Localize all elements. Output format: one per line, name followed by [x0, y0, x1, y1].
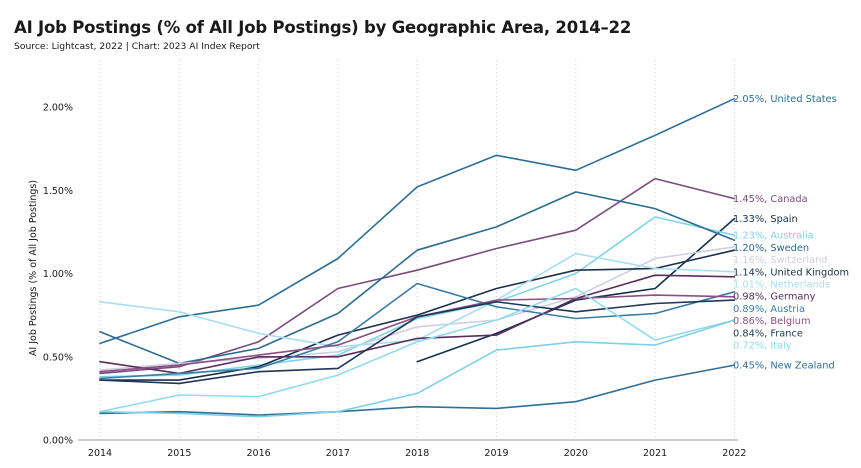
series-line-unlabeled — [99, 319, 736, 418]
x-tick-label: 2016 — [247, 448, 271, 459]
series-end-label: 1.23%, Australia — [733, 231, 814, 242]
series-lines — [99, 97, 736, 418]
series-end-label: 1.45%, Canada — [733, 194, 808, 205]
series-line-sweden — [99, 191, 736, 365]
x-tick-label: 2014 — [88, 448, 112, 459]
y-tick-label: 0.50% — [43, 352, 73, 363]
series-end-label: 1.01%, Netherlands — [733, 280, 830, 291]
series-line-united-states — [99, 97, 736, 345]
chart-source: Source: Lightcast, 2022 | Chart: 2023 AI… — [14, 41, 260, 52]
x-tick-label: 2021 — [643, 448, 667, 459]
series-end-label: 0.89%, Austria — [733, 304, 805, 315]
series-line-new-zealand — [99, 364, 736, 416]
y-tick-label: 1.00% — [43, 269, 73, 280]
x-tick-label: 2020 — [564, 448, 588, 459]
series-line-netherlands — [99, 252, 736, 348]
end-labels: 2.05%, United States 1.45%, Canada 1.33%, … — [733, 94, 849, 371]
x-tick-label: 2019 — [484, 448, 508, 459]
series-end-label: 0.45%, New Zealand — [733, 361, 835, 372]
series-end-label: 0.72%, Italy — [733, 341, 792, 352]
x-tick-label: 2022 — [722, 448, 746, 459]
x-tick-label: 2015 — [167, 448, 191, 459]
x-tick-label: 2017 — [326, 448, 350, 459]
series-line-germany — [99, 274, 736, 375]
series-end-label: 1.20%, Sweden — [733, 243, 809, 254]
y-tick-label: 2.00% — [43, 103, 73, 114]
x-tick-label: 2018 — [405, 448, 429, 459]
series-line-italy — [99, 287, 736, 413]
series-end-label: 0.98%, Germany — [733, 292, 816, 303]
series-end-label: 1.33%, Spain — [733, 214, 798, 225]
series-end-label: 0.86%, Belgium — [733, 316, 811, 327]
y-tick-label: 1.50% — [43, 186, 73, 197]
series-end-label: 1.14%, United Kingdom — [733, 267, 849, 278]
series-end-label: 0.84%, France — [733, 328, 803, 339]
series-end-label: 1.16%, Switzerland — [733, 255, 828, 266]
y-axis-label: AI Job Postings (% of All Job Postings) — [28, 180, 39, 356]
series-line-spain — [416, 217, 736, 363]
series-line-united-kingdom — [99, 249, 736, 381]
series-end-label: 2.05%, United States — [733, 94, 837, 105]
chart-title: AI Job Postings (% of All Job Postings) … — [14, 18, 632, 37]
x-axis-ticks: 2014 2015 2016 2017 2018 2019 2020 2021 2022 — [88, 448, 747, 459]
series-line-austria — [99, 282, 736, 380]
y-tick-label: 0.00% — [43, 436, 73, 447]
series-line-france — [99, 299, 736, 385]
y-axis-ticks: 0.00% 0.50% 1.00% 1.50% 2.00% — [43, 103, 73, 447]
